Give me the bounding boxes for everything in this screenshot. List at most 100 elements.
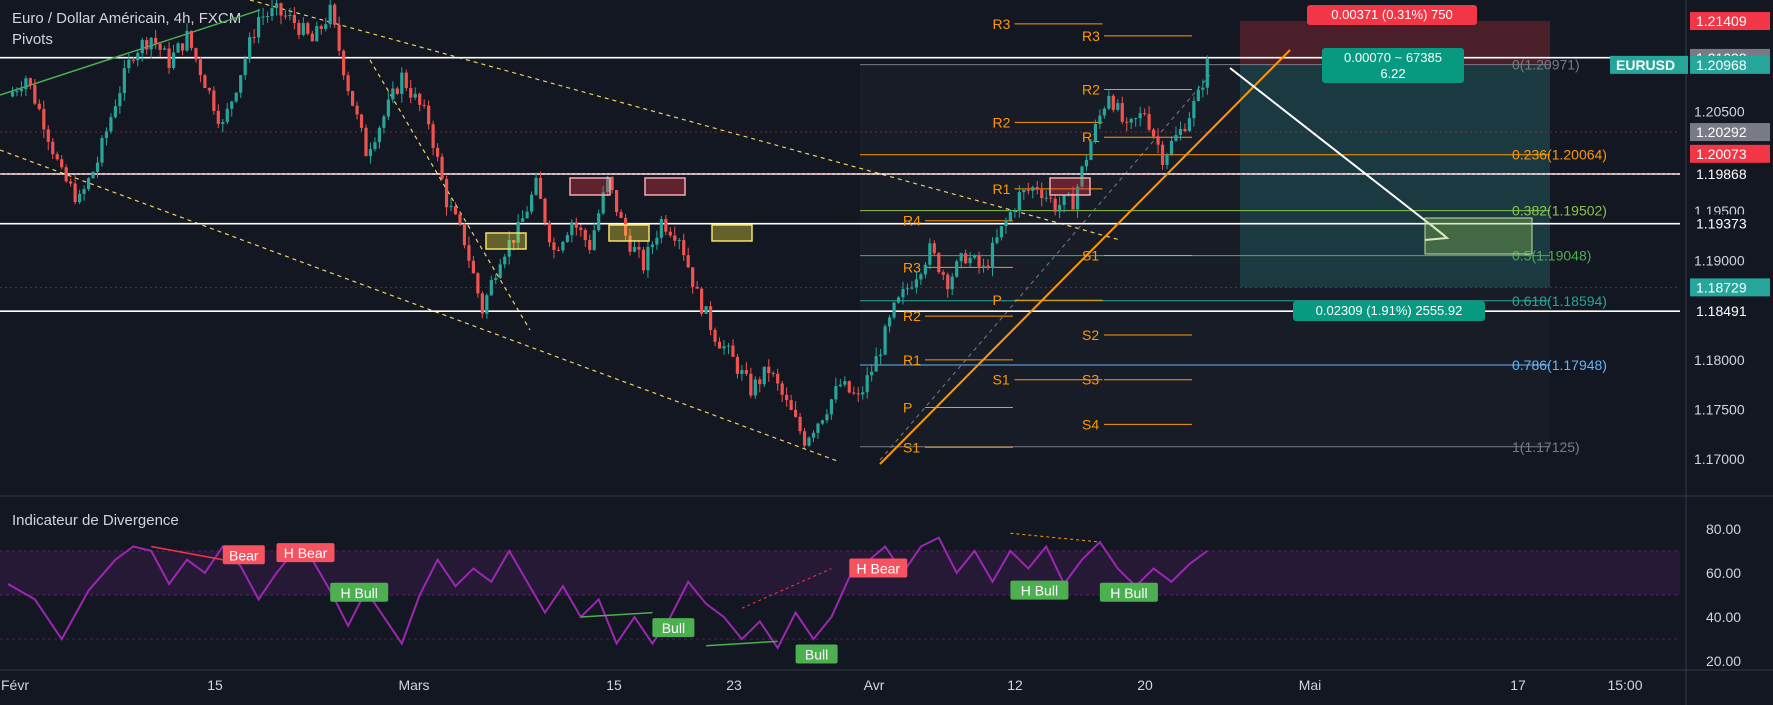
candle-body bbox=[51, 141, 55, 155]
time-axis-tick: Févr bbox=[1, 677, 29, 693]
candle-body bbox=[122, 68, 126, 94]
candle-body bbox=[1183, 128, 1187, 132]
candle-body bbox=[529, 194, 534, 212]
candle-body bbox=[1116, 103, 1120, 110]
time-axis-tick: 15 bbox=[207, 677, 223, 693]
candle-body bbox=[176, 43, 180, 53]
candle-body bbox=[46, 129, 50, 142]
candle-body bbox=[1147, 114, 1151, 130]
candle-body bbox=[816, 423, 820, 433]
candle-body bbox=[225, 108, 229, 123]
candle-body bbox=[104, 131, 109, 139]
candle-body bbox=[149, 37, 153, 50]
candle-body bbox=[467, 245, 471, 261]
candle-body bbox=[189, 30, 194, 49]
candle-body bbox=[476, 273, 480, 294]
candle-body bbox=[113, 106, 117, 118]
candle-body bbox=[547, 222, 552, 243]
candle-body bbox=[802, 431, 807, 446]
pivot-label: R3 bbox=[903, 259, 921, 275]
divergence-label: H Bull bbox=[1110, 585, 1147, 601]
chart-title: Euro / Dollar Américain, 4h, FXCM bbox=[12, 10, 242, 27]
candle-body bbox=[337, 24, 341, 51]
candle-body bbox=[19, 89, 24, 92]
candle-body bbox=[668, 231, 672, 236]
candle-body bbox=[543, 198, 547, 223]
candle-body bbox=[1138, 113, 1142, 119]
candle-body bbox=[811, 432, 816, 438]
time-axis-tick: 12 bbox=[1007, 677, 1023, 693]
candle-body bbox=[1098, 115, 1102, 124]
candle-body bbox=[606, 176, 610, 193]
stop-label: 0.00371 (0.31%) 750 bbox=[1331, 7, 1452, 22]
pivot-label: S1 bbox=[1082, 247, 1099, 263]
divergence-label: H Bull bbox=[1021, 583, 1058, 599]
candle-body bbox=[579, 227, 583, 231]
candle-body bbox=[131, 59, 135, 61]
time-axis-tick: Mai bbox=[1299, 677, 1322, 693]
candle-body bbox=[328, 4, 332, 25]
candle-body bbox=[767, 366, 771, 374]
candle-body bbox=[731, 345, 735, 357]
candle-body bbox=[659, 219, 663, 238]
candle-body bbox=[990, 242, 995, 268]
fib-level-label: 1(1.17125) bbox=[1512, 439, 1580, 455]
candle-body bbox=[167, 48, 171, 68]
candle-body bbox=[73, 183, 77, 203]
pivot-label: R2 bbox=[993, 114, 1011, 130]
candle-body bbox=[950, 276, 954, 290]
candle-body bbox=[512, 240, 516, 243]
candle-body bbox=[619, 212, 623, 218]
candle-body bbox=[306, 23, 310, 34]
candle-body bbox=[292, 14, 296, 23]
candle-body bbox=[807, 437, 811, 446]
candle-body bbox=[1089, 141, 1093, 160]
candle-body bbox=[794, 409, 798, 417]
candle-body bbox=[1107, 95, 1111, 109]
candle-body bbox=[95, 162, 100, 172]
indicator-title: Indicateur de Divergence bbox=[12, 512, 179, 529]
candle-body bbox=[78, 193, 82, 203]
candle-body bbox=[771, 373, 775, 375]
price-tag-bg bbox=[1690, 123, 1770, 142]
candle-body bbox=[1143, 113, 1147, 115]
candle-body bbox=[301, 23, 305, 35]
candle-body bbox=[753, 379, 757, 396]
candle-body bbox=[919, 274, 923, 280]
resistance-box bbox=[569, 177, 611, 196]
candle-body bbox=[852, 392, 856, 394]
candle-body bbox=[601, 192, 605, 214]
resistance-box bbox=[644, 177, 686, 196]
candle-body bbox=[462, 223, 467, 246]
candle-body bbox=[798, 416, 802, 432]
candle-body bbox=[400, 72, 404, 94]
candle-body bbox=[431, 124, 435, 148]
time-axis-tick: 20 bbox=[1137, 677, 1153, 693]
price-tag: 1.20968 bbox=[1696, 57, 1747, 73]
fib-level-label: 0(1.20971) bbox=[1512, 57, 1580, 73]
orange-trend-line bbox=[879, 49, 1291, 465]
candle-body bbox=[820, 420, 825, 424]
candle-body bbox=[785, 394, 789, 401]
candle-body bbox=[610, 176, 614, 191]
candle-body bbox=[386, 99, 390, 117]
candle-body bbox=[436, 147, 440, 157]
price-axis-tick: 1.18000 bbox=[1694, 352, 1745, 368]
candle-body bbox=[55, 154, 59, 160]
candle-body bbox=[999, 226, 1004, 238]
price-axis-tick: 1.17000 bbox=[1694, 451, 1745, 467]
candle-body bbox=[762, 366, 766, 385]
bull-divergence-line bbox=[580, 611, 653, 618]
candle-body bbox=[333, 4, 337, 25]
candle-body bbox=[829, 399, 833, 415]
price-tag-bg bbox=[1690, 144, 1770, 163]
candle-body bbox=[377, 127, 382, 143]
candle-body bbox=[283, 15, 288, 17]
candle-body bbox=[359, 114, 364, 128]
candle-body bbox=[1187, 118, 1191, 132]
candle-body bbox=[163, 48, 167, 50]
price-tag: 1.20292 bbox=[1696, 124, 1747, 140]
downtrend-line bbox=[369, 59, 531, 331]
price-tag: 1.18729 bbox=[1696, 279, 1747, 295]
